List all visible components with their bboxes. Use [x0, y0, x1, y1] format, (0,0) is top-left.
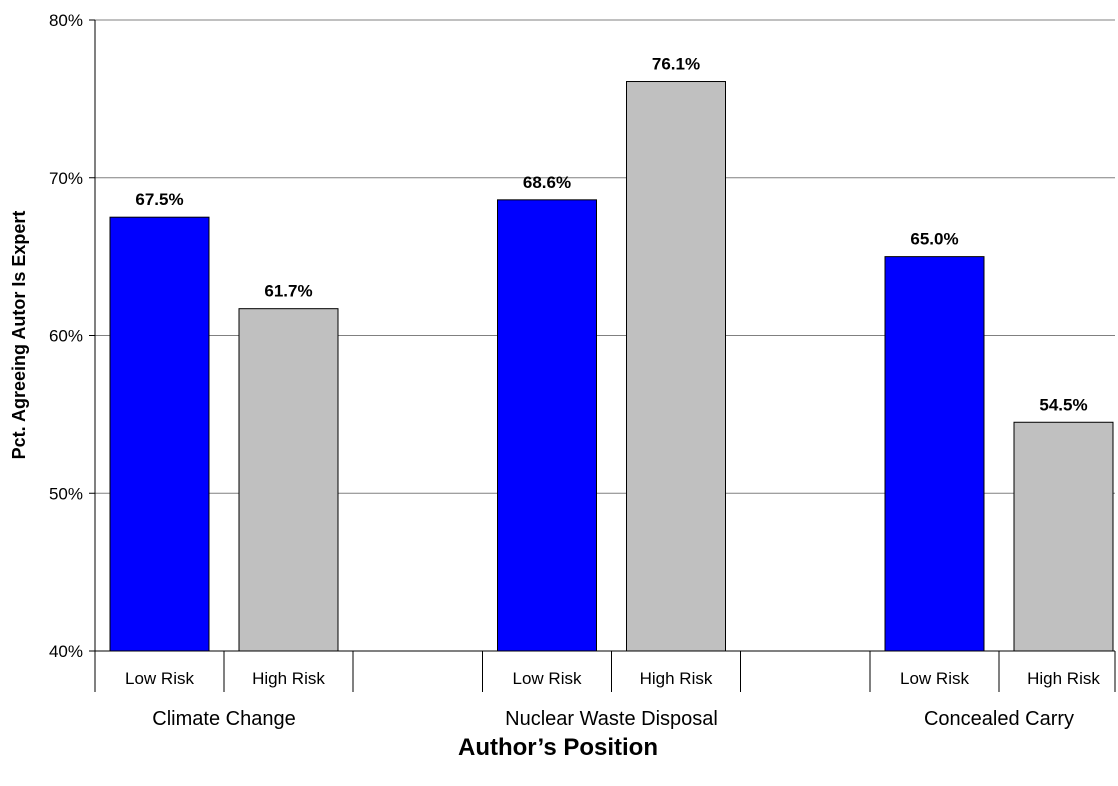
y-tick-label: 80% — [49, 11, 83, 30]
bar — [626, 81, 726, 652]
y-tick-label: 40% — [49, 642, 83, 661]
y-tick-label: 70% — [49, 169, 83, 188]
bar — [884, 256, 985, 652]
group-label: Concealed Carry — [924, 708, 1074, 730]
sub-category-label: Low Risk — [513, 669, 582, 688]
bar — [497, 199, 597, 652]
sub-category-label: High Risk — [640, 669, 713, 688]
bars: 67.5% 61.7% 68.6% 76.1% 65.0% 54.5% — [109, 55, 1114, 652]
data-label: 68.6% — [523, 173, 571, 192]
sub-category-label: Low Risk — [900, 669, 969, 688]
axes — [94, 20, 1115, 652]
data-label: 67.5% — [135, 190, 183, 209]
data-label: 76.1% — [652, 55, 700, 74]
bar — [1013, 421, 1114, 652]
sub-category-label: High Risk — [252, 669, 325, 688]
y-tick-label: 50% — [49, 484, 83, 503]
y-tick-label: 60% — [49, 327, 83, 346]
x-axis-title: Author’s Position — [458, 734, 658, 761]
sub-category-label: Low Risk — [125, 669, 194, 688]
data-label: 65.0% — [910, 230, 958, 249]
group-label: Nuclear Waste Disposal — [505, 708, 718, 730]
bar — [238, 308, 339, 652]
data-label: 61.7% — [264, 282, 312, 301]
group-label: Climate Change — [152, 708, 295, 730]
y-axis-ticks: 40% 50% 60% 70% 80% — [49, 11, 95, 661]
sub-category-label: High Risk — [1027, 669, 1100, 688]
data-label: 54.5% — [1039, 395, 1087, 414]
y-axis-title: Pct. Agreeing Autor Is Expert — [9, 211, 29, 460]
x-axis-categories: Low Risk High Risk Climate Change Low Risk H… — [94, 651, 1116, 730]
bar — [109, 216, 210, 652]
